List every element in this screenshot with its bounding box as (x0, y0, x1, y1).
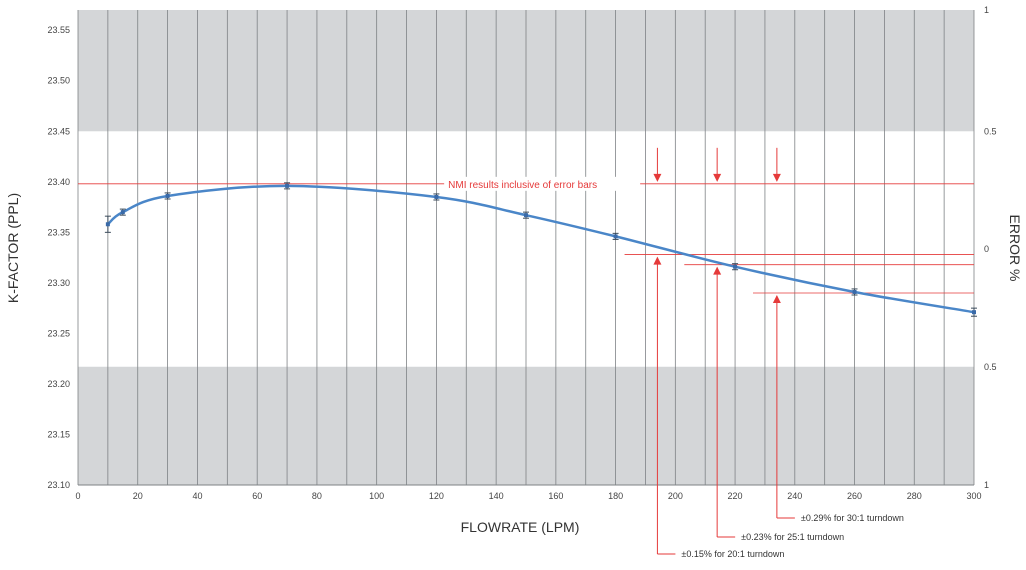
y-tick-label: 23.50 (47, 76, 70, 86)
y-tick-label: 23.30 (47, 278, 70, 288)
up-arrow-head (772, 294, 781, 303)
turndown-label: ±0.29% for 30:1 turndown (801, 513, 904, 523)
data-point (972, 310, 976, 315)
x-tick-label: 60 (252, 491, 262, 501)
turndown-label: ±0.23% for 25:1 turndown (741, 532, 844, 542)
data-point (852, 289, 857, 294)
y-tick-label: 23.55 (47, 25, 70, 35)
x-tick-label: 280 (907, 491, 922, 501)
data-point (434, 194, 439, 199)
y-tick-label: 23.35 (47, 227, 70, 237)
up-arrow-head (713, 266, 722, 275)
annotation-lines (78, 147, 974, 555)
axes: 0 20 40 60 80 100 120 140 160 180 200 220 240 260 280 3… (47, 5, 996, 501)
y-tick-label: 23.20 (47, 379, 70, 389)
nmi-label: NMI results inclusive of error bars (448, 180, 597, 191)
down-arrow-head (772, 173, 781, 182)
x-tick-label: 260 (847, 491, 862, 501)
y2-tick-label: 1 (984, 5, 989, 15)
x-tick-label: 140 (489, 491, 504, 501)
series-layer (104, 182, 977, 317)
down-arrow-head (713, 173, 722, 182)
y2-tick-label: 1 (984, 480, 989, 490)
y-tick-label: 23.15 (47, 429, 70, 439)
x-tick-label: 120 (429, 491, 444, 501)
x-tick-label: 160 (548, 491, 563, 501)
data-point (120, 210, 125, 215)
down-arrow-head (653, 173, 662, 182)
data-point (285, 183, 290, 188)
y2-tick-label: 0.5 (984, 126, 997, 136)
x-tick-label: 300 (966, 491, 981, 501)
data-point (613, 234, 618, 239)
x-tick-label: 20 (133, 491, 143, 501)
y2-tick-label: 0 (984, 244, 989, 254)
data-point (733, 264, 738, 269)
y2-tick-label: 0.5 (984, 362, 997, 372)
y2-axis-title: ERROR % (1007, 215, 1023, 282)
annotation-labels: NMI results inclusive of error bars ±0.15… (448, 180, 904, 559)
nmi-label-bg (444, 176, 641, 191)
x-tick-label: 220 (728, 491, 743, 501)
x-tick-label: 40 (192, 491, 202, 501)
up-arrow-head (653, 256, 662, 265)
x-tick-label: 200 (668, 491, 683, 501)
x-tick-label: 100 (369, 491, 384, 501)
vertical-gridlines (77, 10, 975, 485)
x-tick-label: 0 (75, 491, 80, 501)
y-tick-label: 23.10 (47, 480, 70, 490)
y-tick-label: 23.25 (47, 328, 70, 338)
x-axis-title: FLOWRATE (LPM) (461, 519, 580, 535)
data-point (105, 222, 110, 227)
y-tick-label: 23.40 (47, 177, 70, 187)
x-tick-label: 240 (787, 491, 802, 501)
x-tick-label: 180 (608, 491, 623, 501)
data-point (524, 213, 528, 218)
data-point (165, 193, 170, 198)
turndown-label: ±0.15% for 20:1 turndown (681, 549, 784, 559)
y-tick-label: 23.45 (47, 126, 70, 136)
y-axis-title: K-FACTOR (PPL) (5, 193, 21, 303)
x-tick-label: 80 (312, 491, 322, 501)
